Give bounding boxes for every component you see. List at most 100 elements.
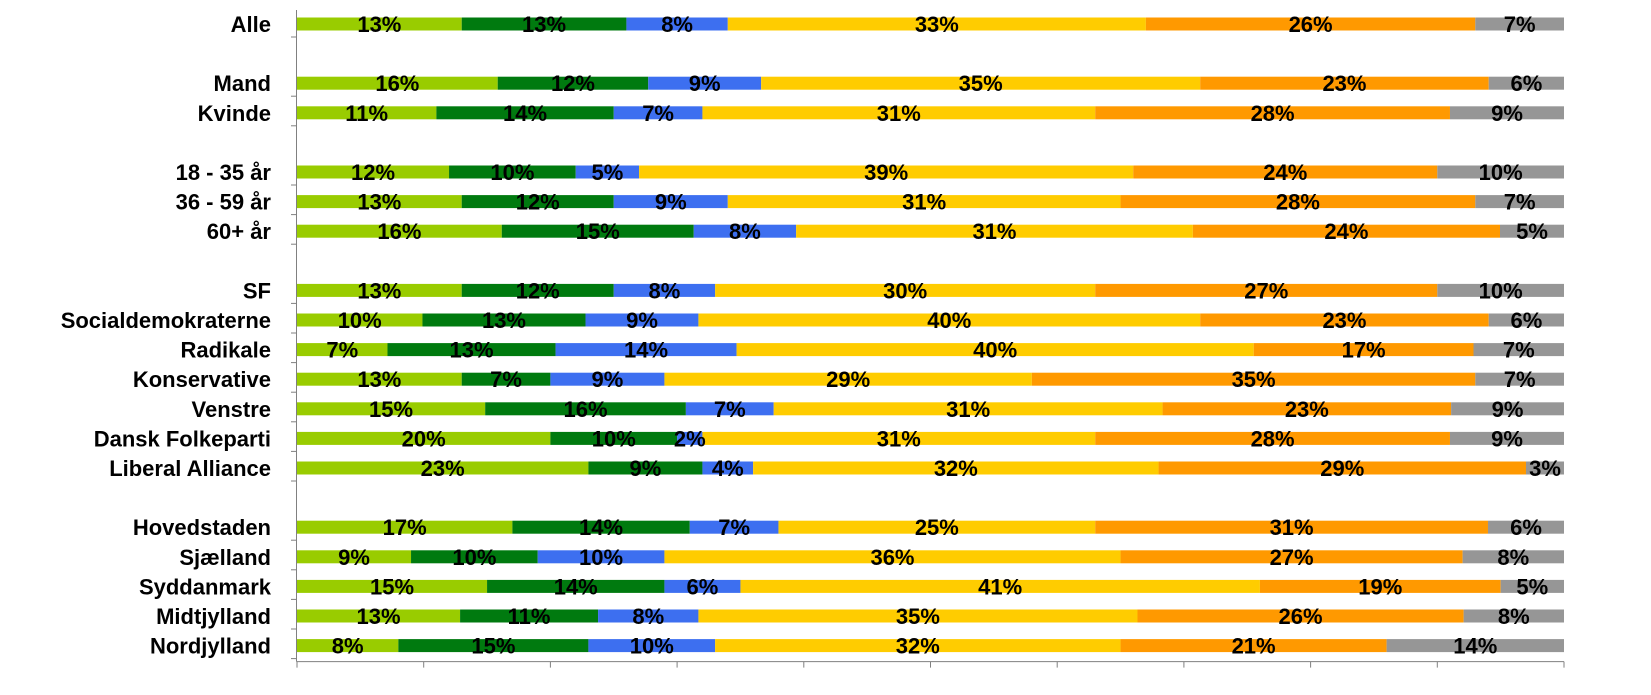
value-label: 17% [383,515,427,540]
bar-segment [613,106,703,120]
value-label: 13% [357,190,401,215]
value-label: 15% [369,397,413,422]
value-label: 7% [490,367,522,392]
category-label: 36 - 59 år [176,190,272,215]
value-label: 3% [1529,456,1561,481]
value-label: 39% [864,160,908,185]
bar-segment [297,106,437,120]
value-label: 6% [1510,71,1542,96]
bar-segment [1449,106,1564,120]
value-label: 12% [551,71,595,96]
value-label: 8% [1498,604,1530,629]
bar-segment [1475,195,1564,209]
bar-segment [1488,313,1564,327]
bar-segment [702,106,1096,120]
bar-segment [664,372,1032,386]
bar-segment [449,165,576,179]
bar-segment [1259,579,1501,593]
value-label: 16% [377,219,421,244]
bar-segment [575,165,640,179]
value-label: 5% [1516,219,1548,244]
value-label: 36% [870,545,914,570]
category-label: 60+ år [207,219,272,244]
value-label: 14% [503,101,547,126]
bar-segment [727,17,1146,31]
value-label: 7% [1503,338,1535,363]
value-label: 40% [927,308,971,333]
value-label: 29% [826,367,870,392]
axis-layer [291,10,1565,668]
value-label: 16% [375,71,419,96]
bar-segment [297,165,450,179]
bar-segment [1475,372,1564,386]
value-label: 10% [630,634,674,659]
value-label: 31% [946,397,990,422]
bar-segment [1462,550,1564,564]
bar-segment [1463,609,1564,623]
value-label: 30% [883,278,927,303]
bar-segment [1500,224,1564,238]
value-label: 8% [729,219,761,244]
bar-segment [387,343,556,357]
value-label: 27% [1244,278,1288,303]
value-label: 28% [1251,101,1295,126]
value-label: 17% [1342,338,1386,363]
value-label: 26% [1279,604,1323,629]
bar-segment [1488,76,1564,90]
bar-segment [1475,17,1564,31]
value-label: 9% [1491,426,1523,451]
category-label: Nordjylland [150,634,271,659]
bar-segment [740,579,1260,593]
value-label: 7% [1504,190,1536,215]
bar-segment [297,372,462,386]
value-label: 14% [624,338,668,363]
bar-segment [297,402,486,416]
value-label: 13% [522,12,566,37]
bar-segment [537,550,665,564]
bar-segment [1487,520,1564,534]
bar-segment [588,639,716,653]
bar-segment [461,372,551,386]
bar-segment [1200,76,1489,90]
bar-segment [1200,313,1489,327]
bar-segment [297,550,412,564]
bar-segment [485,402,686,416]
bar-segment [715,639,1121,653]
value-label: 11% [345,101,388,126]
value-label: 8% [661,12,693,37]
value-label: 7% [718,515,750,540]
bar-segment [598,609,699,623]
bar-segment [1449,431,1564,445]
value-label: 35% [1232,367,1276,392]
value-label: 27% [1270,545,1314,570]
bar-segment [698,609,1138,623]
bar-segment [461,283,614,297]
value-label: 5% [592,160,624,185]
value-label: 13% [357,12,401,37]
category-label: Alle [231,12,271,37]
category-label: Kvinde [198,101,271,126]
category-label: Syddanmark [139,574,272,599]
value-label: 11% [508,604,551,629]
bar-segment [648,76,762,90]
value-label: 25% [915,515,959,540]
bar-segment [698,313,1201,327]
value-label: 23% [1322,71,1366,96]
bar-segment [715,283,1096,297]
bar-segment [297,343,388,357]
value-label: 7% [1504,367,1536,392]
category-label: Liberal Alliance [109,456,271,481]
value-label: 2% [674,426,706,451]
value-label: 9% [630,456,662,481]
value-label: 9% [655,190,687,215]
value-label: 7% [714,397,746,422]
value-label: 12% [516,278,560,303]
bar-segment [297,609,461,623]
value-label: 14% [554,574,598,599]
bar-segment [689,520,779,534]
bar-segment [297,313,423,327]
bar-segment [613,195,728,209]
value-label: 41% [978,574,1022,599]
bar-segment [461,195,614,209]
value-label: 28% [1251,426,1295,451]
